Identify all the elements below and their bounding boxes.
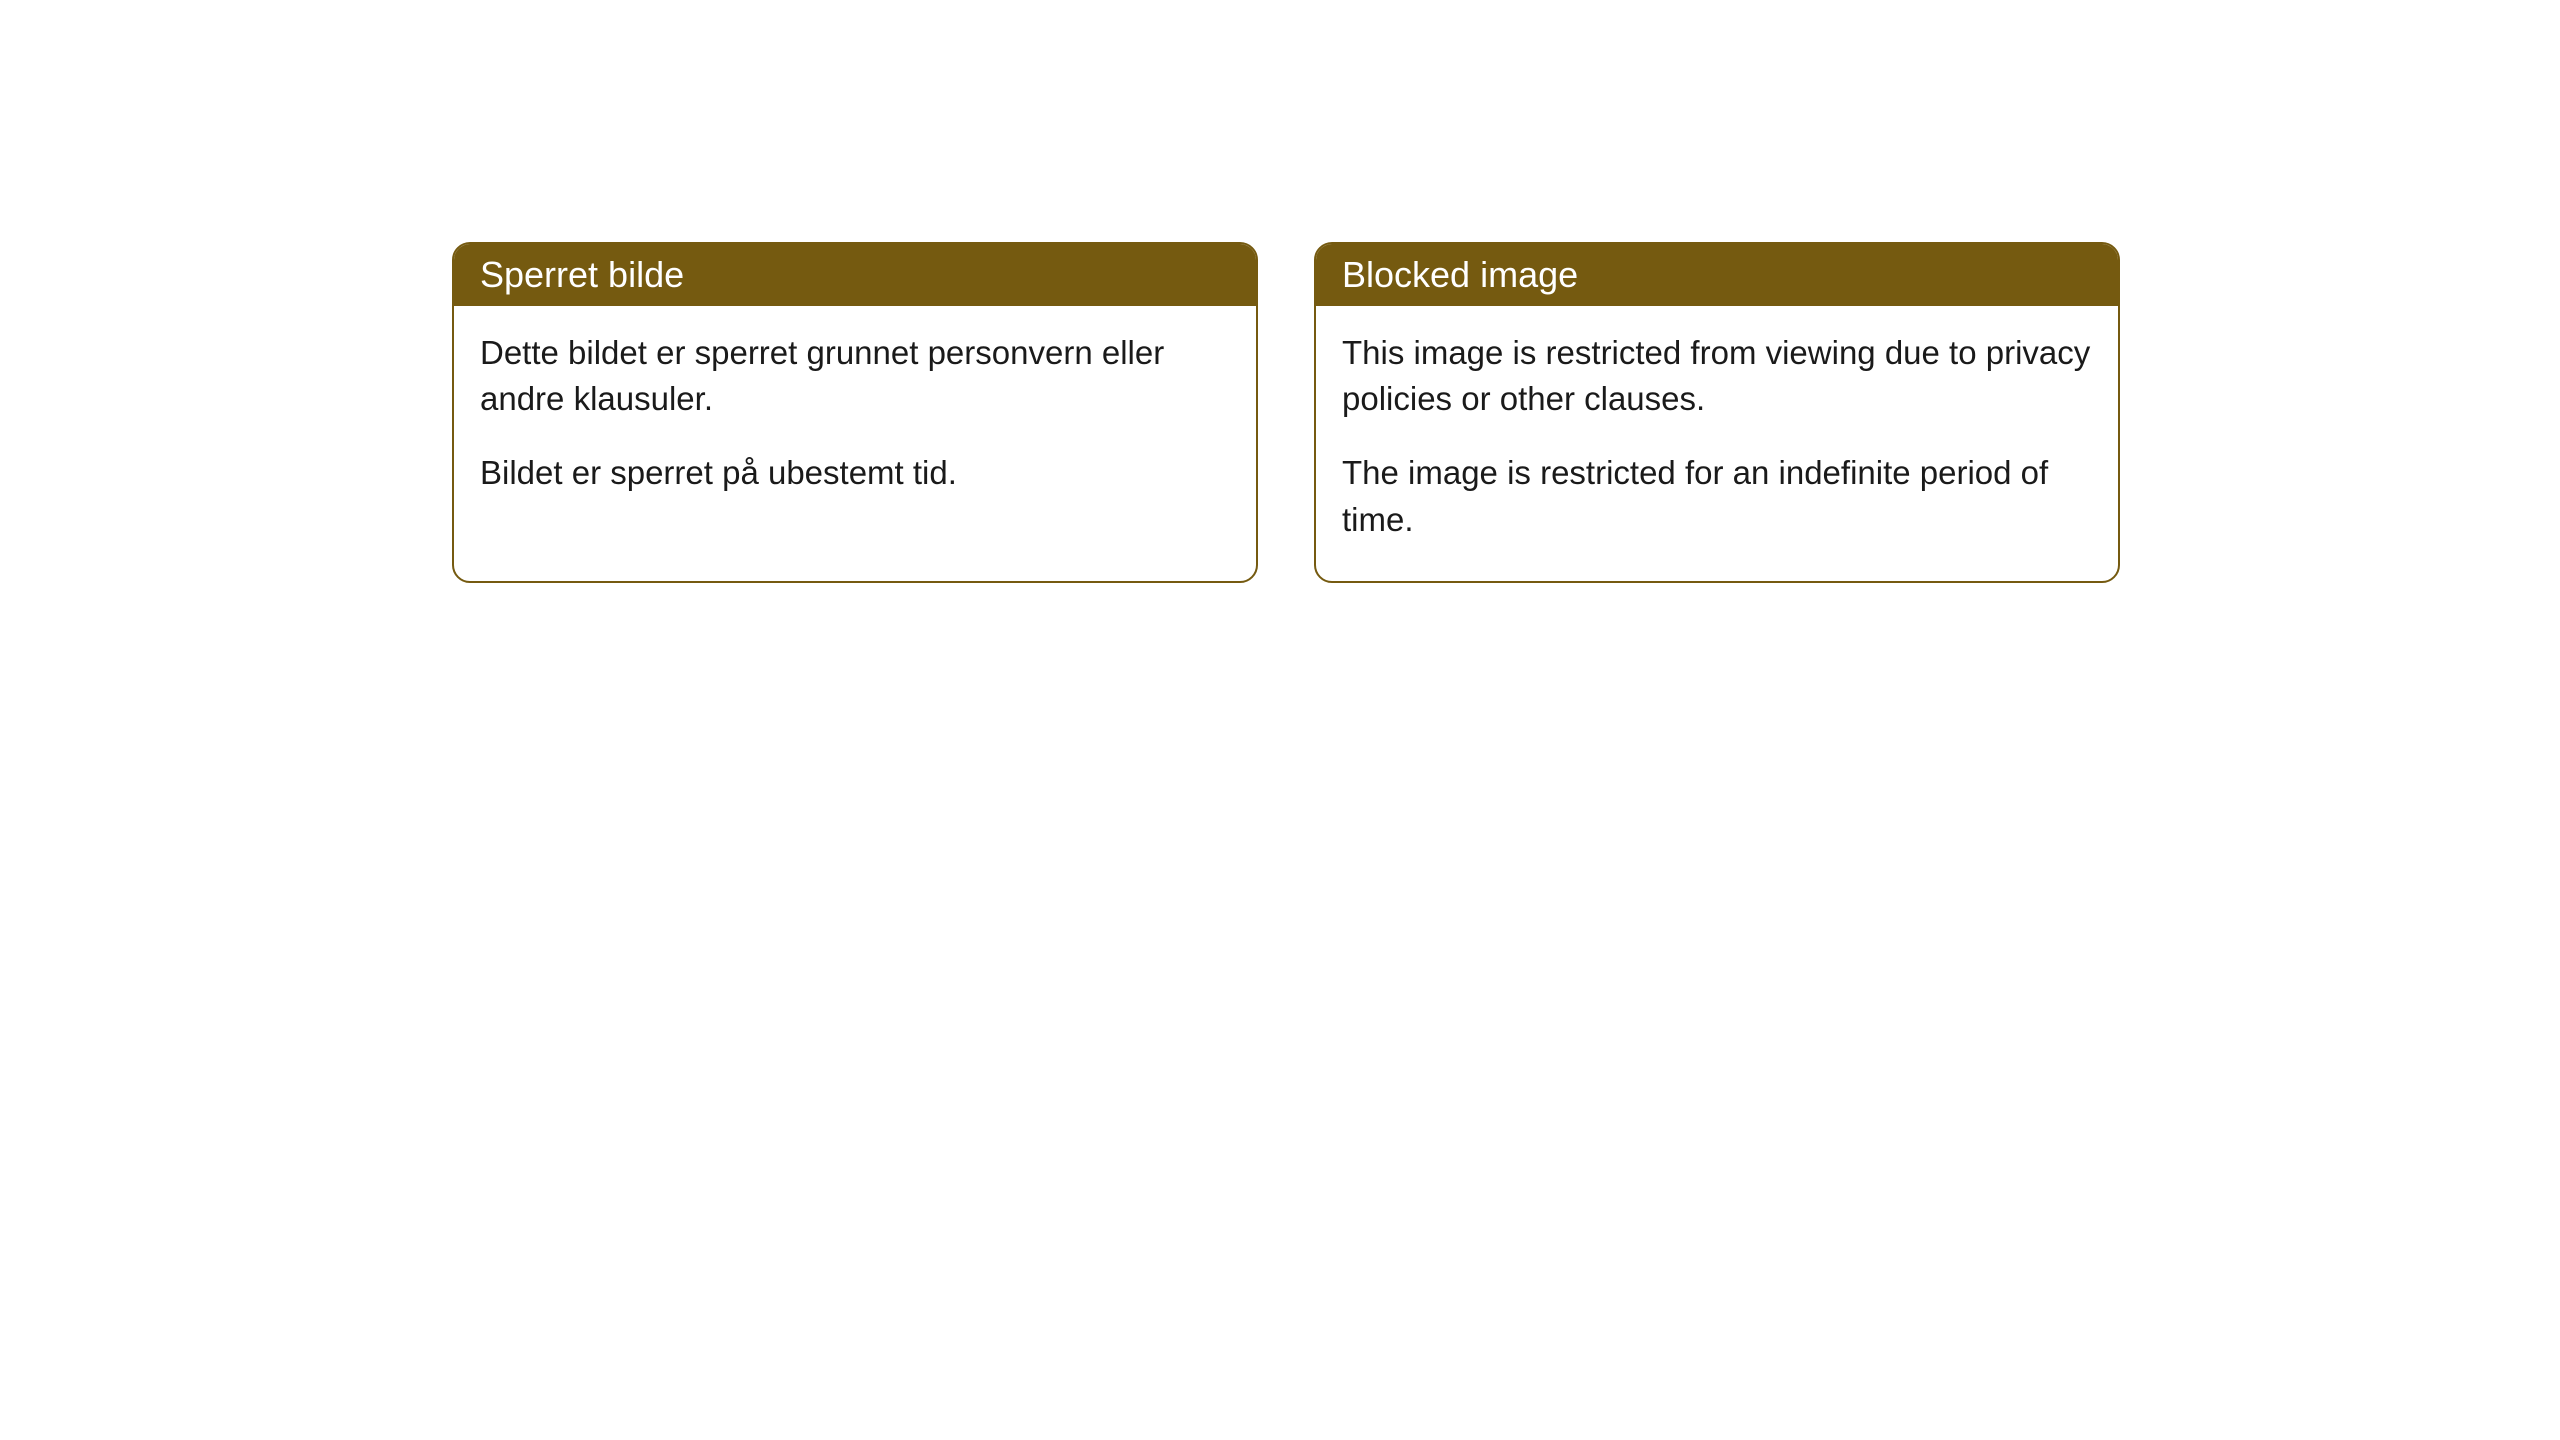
notice-card-english: Blocked image This image is restricted f… xyxy=(1314,242,2120,583)
notice-cards-container: Sperret bilde Dette bildet er sperret gr… xyxy=(452,242,2120,583)
card-header: Blocked image xyxy=(1316,244,2118,306)
card-body: Dette bildet er sperret grunnet personve… xyxy=(454,306,1256,535)
card-paragraph-1: This image is restricted from viewing du… xyxy=(1342,330,2092,422)
card-paragraph-2: The image is restricted for an indefinit… xyxy=(1342,450,2092,542)
card-paragraph-1: Dette bildet er sperret grunnet personve… xyxy=(480,330,1230,422)
card-title: Blocked image xyxy=(1342,254,1578,295)
card-title: Sperret bilde xyxy=(480,254,684,295)
card-body: This image is restricted from viewing du… xyxy=(1316,306,2118,581)
card-paragraph-2: Bildet er sperret på ubestemt tid. xyxy=(480,450,1230,496)
notice-card-norwegian: Sperret bilde Dette bildet er sperret gr… xyxy=(452,242,1258,583)
card-header: Sperret bilde xyxy=(454,244,1256,306)
